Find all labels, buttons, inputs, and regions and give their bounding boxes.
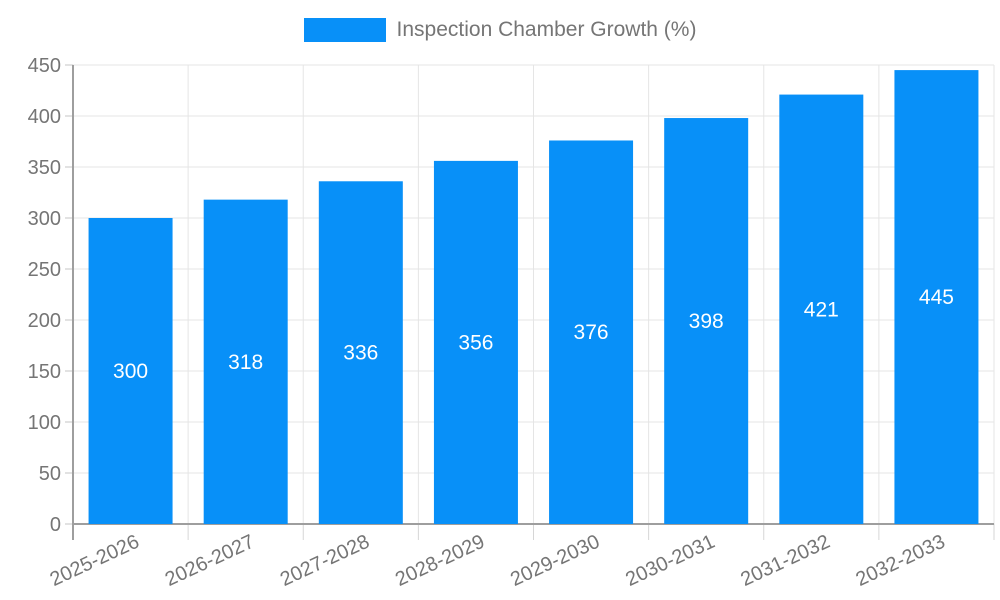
- y-axis-tick-label: 250: [28, 259, 61, 281]
- bar-value-label: 300: [113, 360, 148, 383]
- x-axis-tick-label: 2025-2026: [47, 531, 143, 591]
- x-axis-tick-label: 2028-2029: [392, 531, 488, 591]
- y-axis-tick-label: 0: [50, 514, 61, 536]
- y-axis-tick-label: 450: [28, 55, 61, 77]
- y-axis-tick-label: 100: [28, 412, 61, 434]
- bar[interactable]: [549, 140, 634, 525]
- bar-value-label: 445: [919, 286, 954, 309]
- bar[interactable]: [779, 94, 864, 524]
- bar[interactable]: [203, 199, 288, 524]
- y-axis-tick-label: 300: [28, 208, 61, 230]
- bar[interactable]: [433, 160, 518, 524]
- x-axis-tick-label: 2027-2028: [277, 531, 373, 591]
- legend-swatch: [303, 18, 386, 42]
- x-axis-tick-label: 2032-2033: [853, 531, 949, 591]
- y-axis-tick-label: 50: [39, 463, 61, 485]
- bar-value-label: 318: [228, 351, 263, 374]
- y-axis-tick-label: 400: [28, 106, 61, 128]
- bar[interactable]: [318, 181, 403, 524]
- bar-value-label: 336: [343, 342, 378, 365]
- bar[interactable]: [894, 70, 979, 524]
- y-axis-tick-label: 350: [28, 157, 61, 179]
- x-axis-tick-label: 2031-2032: [737, 531, 833, 591]
- y-axis-tick-label: 200: [28, 310, 61, 332]
- bar-value-label: 398: [689, 310, 724, 333]
- legend-item[interactable]: Inspection Chamber Growth (%): [303, 18, 697, 42]
- x-axis-tick-label: 2030-2031: [622, 531, 718, 591]
- bar-value-label: 356: [458, 331, 493, 354]
- x-axis-tick-label: 2026-2027: [162, 531, 258, 591]
- legend-label: Inspection Chamber Growth (%): [396, 18, 697, 41]
- y-axis-tick-label: 150: [28, 361, 61, 383]
- x-axis-tick-label: 2029-2030: [507, 531, 603, 591]
- legend: Inspection Chamber Growth (%): [0, 18, 1000, 42]
- bar-value-label: 421: [804, 298, 839, 321]
- bar-value-label: 376: [574, 321, 609, 344]
- bar[interactable]: [88, 218, 173, 524]
- bar[interactable]: [664, 118, 749, 524]
